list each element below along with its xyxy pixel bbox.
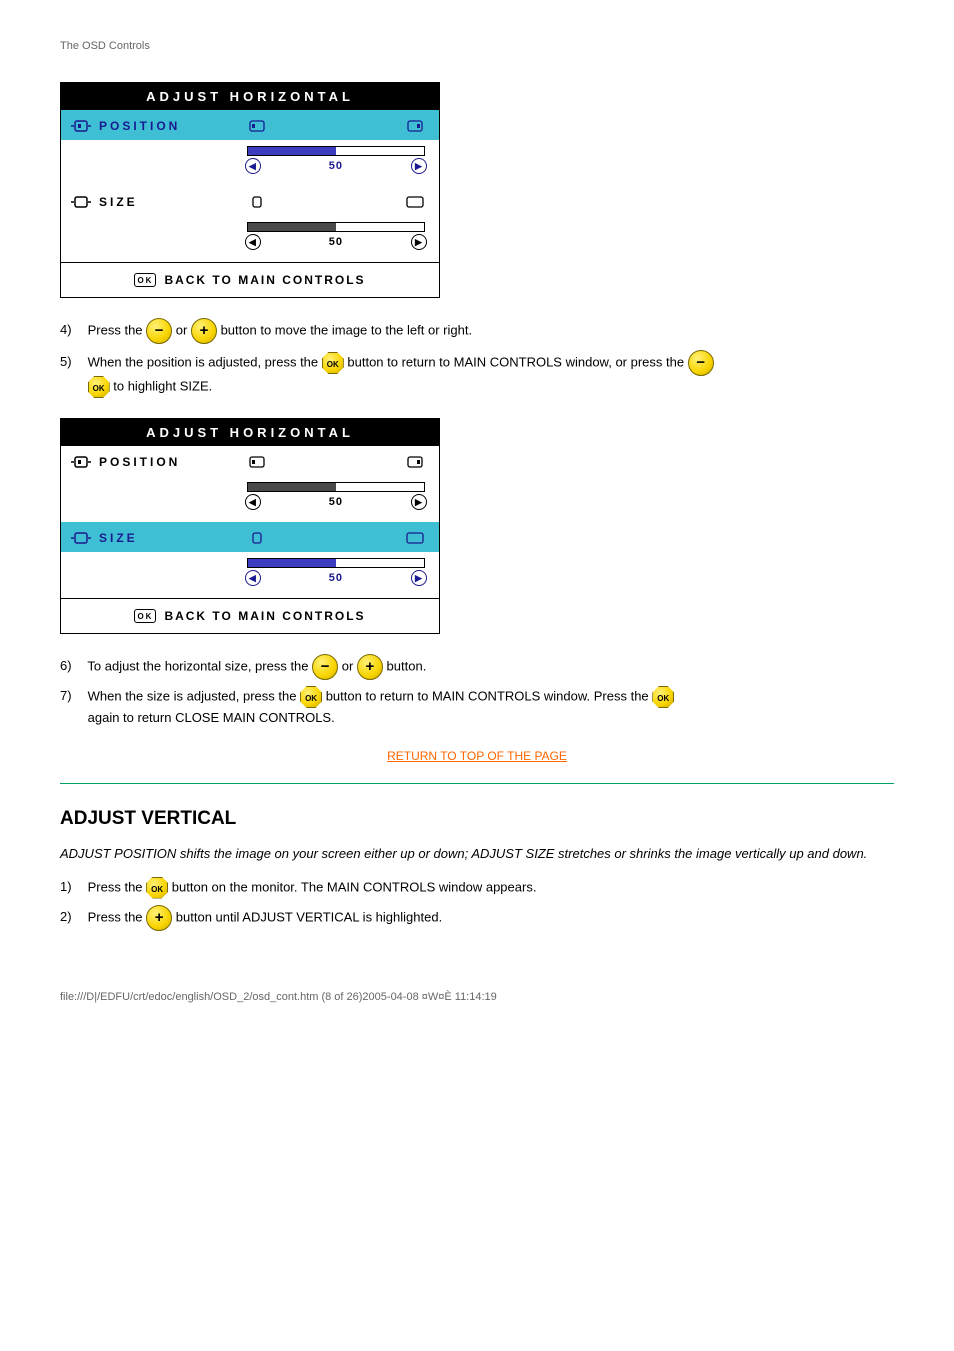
arrow-left-icon[interactable]: ◀	[245, 494, 261, 510]
section-subtext: ADJUST POSITION shifts the image on your…	[60, 846, 894, 861]
ok-icon: OK	[134, 273, 156, 287]
ok-button-icon: OK	[652, 686, 674, 708]
osd-slider-position: ◀ 50 ▶	[61, 140, 439, 186]
shift-right-icon	[405, 118, 425, 134]
osd-row-position[interactable]: POSITION	[61, 110, 439, 140]
arrow-left-icon[interactable]: ◀	[245, 158, 261, 174]
osd-footer-label: BACK TO MAIN CONTROLS	[164, 273, 365, 287]
arrow-right-icon[interactable]: ▶	[411, 158, 427, 174]
slider-value: 50	[329, 572, 343, 584]
arrow-right-icon[interactable]: ▶	[411, 570, 427, 586]
ok-button-icon: OK	[88, 376, 110, 398]
arrow-right-icon[interactable]: ▶	[411, 494, 427, 510]
osd-label: POSITION	[99, 455, 180, 469]
size-wide-icon	[405, 530, 425, 546]
position-icon	[71, 454, 91, 470]
size-narrow-icon	[247, 530, 267, 546]
osd-footer[interactable]: OK BACK TO MAIN CONTROLS	[61, 262, 439, 297]
minus-button-icon: −	[688, 350, 714, 376]
minus-button-icon: −	[146, 318, 172, 344]
osd-row-position[interactable]: POSITION	[61, 446, 439, 476]
instruction-v-step-2: 2) Press the + button until ADJUST VERTI…	[60, 905, 894, 931]
instruction-step-6: 6) To adjust the horizontal size, press …	[60, 654, 894, 680]
return-to-top-link[interactable]: RETURN TO TOP OF THE PAGE	[60, 748, 894, 763]
osd-footer-label: BACK TO MAIN CONTROLS	[164, 609, 365, 623]
section-heading-adjust-vertical: ADJUST VERTICAL	[60, 808, 894, 830]
osd-row-size[interactable]: SIZE	[61, 522, 439, 552]
plus-button-icon: +	[146, 905, 172, 931]
osd-row-size[interactable]: SIZE	[61, 186, 439, 216]
size-icon	[71, 530, 91, 546]
arrow-left-icon[interactable]: ◀	[245, 234, 261, 250]
arrow-left-icon[interactable]: ◀	[245, 570, 261, 586]
size-icon	[71, 194, 91, 210]
ok-icon: OK	[134, 609, 156, 623]
plus-button-icon: +	[191, 318, 217, 344]
osd-title: ADJUST HORIZONTAL	[61, 83, 439, 110]
instruction-step-7: 7) When the size is adjusted, press the …	[60, 686, 894, 728]
osd-slider-position: ◀ 50 ▶	[61, 476, 439, 522]
ok-button-icon: OK	[300, 686, 322, 708]
shift-right-icon	[405, 454, 425, 470]
slider-value: 50	[329, 496, 343, 508]
osd-slider-size: ◀ 50 ▶	[61, 552, 439, 598]
shift-left-icon	[247, 118, 267, 134]
size-narrow-icon	[247, 194, 267, 210]
osd-label: SIZE	[99, 195, 138, 209]
instruction-step-5: 5) When the position is adjusted, press …	[60, 350, 894, 398]
instruction-step-4: 4) Press the − or + button to move the i…	[60, 318, 894, 344]
ok-button-icon: OK	[322, 352, 344, 374]
instruction-v-step-1: 1) Press the OK button on the monitor. T…	[60, 877, 894, 899]
osd-adjust-horizontal-1: ADJUST HORIZONTAL POSITION ◀ 50	[60, 82, 440, 298]
minus-button-icon: −	[312, 654, 338, 680]
slider-value: 50	[329, 236, 343, 248]
section-divider	[60, 783, 894, 784]
shift-left-icon	[247, 454, 267, 470]
osd-label: SIZE	[99, 531, 138, 545]
plus-button-icon: +	[357, 654, 383, 680]
osd-adjust-horizontal-2: ADJUST HORIZONTAL POSITION ◀ 50	[60, 418, 440, 634]
position-icon	[71, 118, 91, 134]
osd-footer[interactable]: OK BACK TO MAIN CONTROLS	[61, 598, 439, 633]
slider-value: 50	[329, 160, 343, 172]
ok-button-icon: OK	[146, 877, 168, 899]
arrow-right-icon[interactable]: ▶	[411, 234, 427, 250]
page-header-note: The OSD Controls	[60, 40, 894, 52]
osd-label: POSITION	[99, 119, 180, 133]
osd-slider-size: ◀ 50 ▶	[61, 216, 439, 262]
osd-title: ADJUST HORIZONTAL	[61, 419, 439, 446]
page-footer: file:///D|/EDFU/crt/edoc/english/OSD_2/o…	[60, 991, 894, 1003]
size-wide-icon	[405, 194, 425, 210]
